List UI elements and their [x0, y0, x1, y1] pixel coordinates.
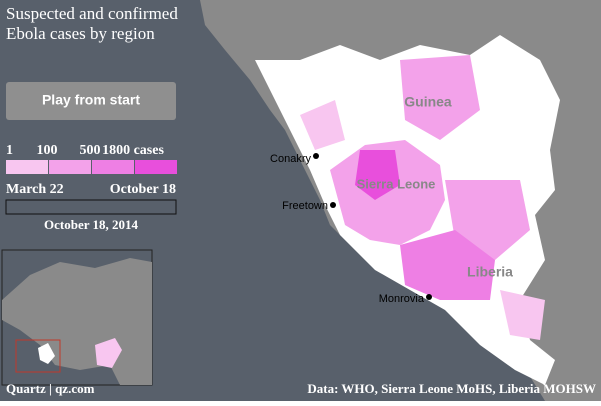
play-button[interactable]: Play from start	[6, 82, 176, 120]
footer-credit: Quartz | qz.com	[6, 381, 95, 396]
region	[500, 290, 545, 340]
legend-label: 1	[6, 143, 13, 158]
legend-label: 500	[80, 143, 101, 158]
legend-swatch	[6, 160, 48, 174]
slider-current: October 18, 2014	[44, 217, 138, 232]
inset-focus	[15, 339, 61, 373]
legend-swatch	[49, 160, 91, 174]
legend: 1 100 500 1800 cases	[6, 143, 177, 174]
button-label[interactable]: Play from start	[42, 92, 140, 108]
legend-label: 100	[37, 143, 58, 158]
country-label: Sierra Leone	[357, 176, 436, 191]
button-bg[interactable]	[6, 82, 176, 120]
country-label: Liberia	[467, 264, 513, 280]
city-dot	[313, 153, 319, 159]
city-label: Freetown	[282, 200, 328, 212]
title-line: Suspected and confirmed	[6, 4, 178, 23]
legend-swatch	[135, 160, 177, 174]
city-label: Monrovia	[379, 293, 425, 305]
inset-country	[95, 338, 122, 368]
city-label: Conakry	[270, 153, 311, 165]
inset-country	[38, 343, 55, 364]
country-label: Guinea	[404, 94, 452, 110]
city-dot	[426, 294, 432, 300]
footer-source: Data: WHO, Sierra Leone MoHS, Liberia MO…	[307, 381, 596, 396]
slider-start: March 22	[6, 182, 64, 197]
legend-label: 1800 cases	[102, 143, 164, 158]
city-dot	[330, 202, 336, 208]
title-line: Ebola cases by region	[6, 24, 155, 43]
region	[400, 230, 495, 300]
slider-track[interactable]	[5, 199, 177, 215]
slider-end: October 18	[110, 182, 176, 197]
inset-map	[1, 249, 153, 386]
region	[400, 55, 480, 140]
region	[300, 100, 345, 150]
legend-swatch	[92, 160, 134, 174]
region	[355, 150, 400, 200]
